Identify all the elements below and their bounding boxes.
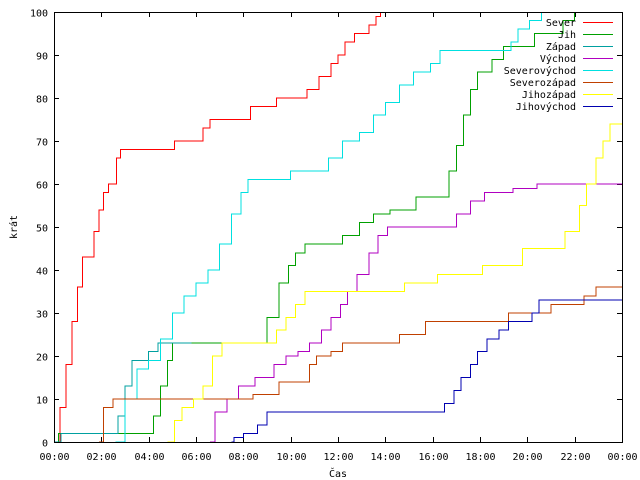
y-tick-label: 100 — [30, 9, 48, 20]
x-tick-label: 16:00 — [418, 452, 448, 463]
x-tick-label: 10:00 — [276, 452, 306, 463]
x-tick-label: 14:00 — [370, 452, 400, 463]
series-line-4 — [210, 183, 622, 443]
x-tick-label: 22:00 — [560, 452, 590, 463]
y-tick-label: 60 — [36, 181, 48, 192]
plot-frame — [54, 12, 623, 443]
x-tick-label: 20:00 — [512, 452, 542, 463]
x-axis-title: Čas — [329, 467, 347, 480]
x-tick-label: 00:00 — [607, 452, 637, 463]
y-tick-label: 0 — [42, 439, 48, 450]
legend-label: Jihovýchod — [516, 101, 576, 113]
series-line-6 — [99, 286, 622, 443]
x-tick-label: 02:00 — [86, 452, 116, 463]
y-tick-label: 30 — [36, 310, 48, 321]
y-tick-label: 40 — [36, 267, 48, 278]
legend-label: Severozápad — [510, 77, 576, 89]
legend-label: Východ — [540, 53, 576, 65]
x-tick-label: 12:00 — [323, 452, 353, 463]
y-tick-label: 20 — [36, 353, 48, 364]
tick-labels-layer: 0 10 20 30 40 50 60 70 80 90 100 00:00 02:00 04:00 06:… — [30, 9, 638, 464]
series-line-2 — [54, 12, 576, 443]
x-tick-label: 18:00 — [465, 452, 495, 463]
x-tick-label: 08:00 — [228, 452, 258, 463]
series-line-1 — [54, 12, 382, 443]
x-tick-label: 00:00 — [39, 452, 69, 463]
x-tick-label: 06:00 — [181, 452, 211, 463]
series-line-3 — [54, 342, 192, 443]
legend-label: Jihozápad — [522, 89, 576, 101]
legend-label: Jih — [558, 30, 576, 41]
series-layer — [54, 12, 622, 443]
y-axis-title: krát — [8, 215, 20, 239]
series-line-7 — [167, 123, 622, 443]
y-tick-label: 70 — [36, 138, 48, 149]
y-tick-label: 80 — [36, 95, 48, 106]
legend-label: Severovýchod — [504, 65, 576, 77]
y-tick-label: 50 — [36, 224, 48, 235]
y-tick-label: 90 — [36, 52, 48, 63]
series-line-5 — [115, 12, 542, 443]
legend-label: Sever — [546, 18, 576, 29]
y-tick-label: 10 — [36, 396, 48, 407]
legend: SeverJihZápadVýchodSeverovýchodSeverozáp… — [504, 18, 613, 113]
x-tick-label: 04:00 — [134, 452, 164, 463]
series-line-8 — [231, 299, 622, 443]
legend-label: Západ — [546, 41, 576, 53]
